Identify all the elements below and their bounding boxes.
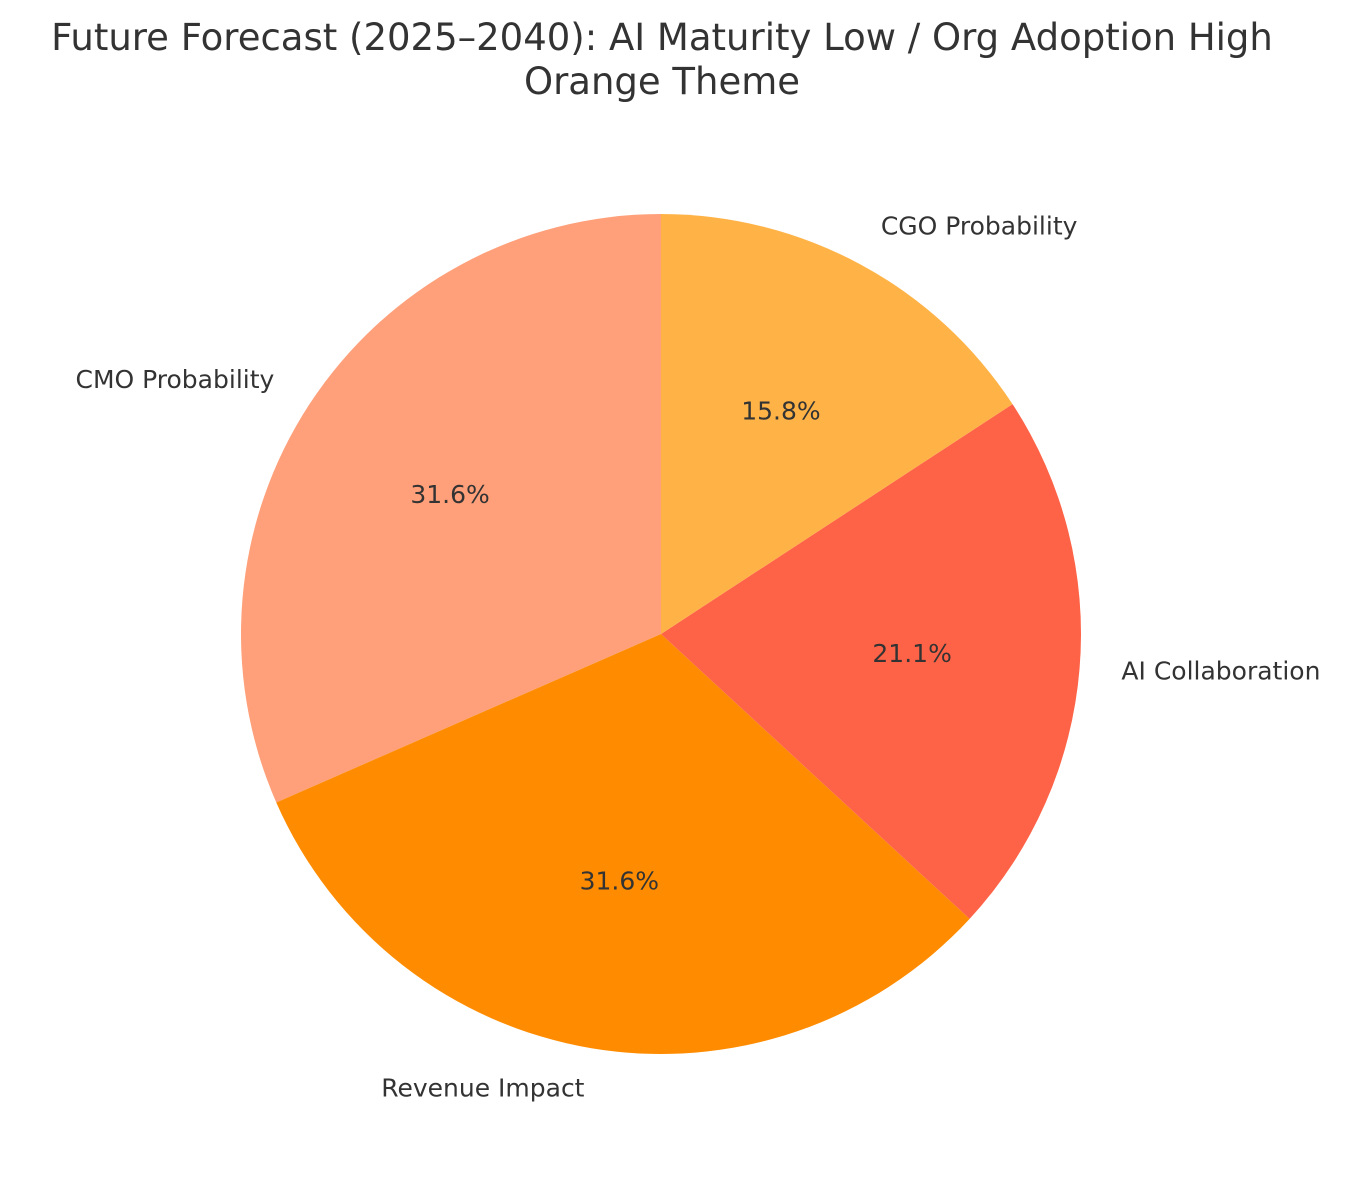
slice-label-2: Revenue Impact [381, 1074, 584, 1103]
chart-title: Future Forecast (2025–2040): AI Maturity… [51, 16, 1273, 59]
slice-pct-label-3: 21.1% [872, 639, 951, 668]
pie-labels: CMO Probability 31.6% Revenue Impact 31.6% A… [76, 212, 1321, 1103]
slice-pct-label-1: 31.6% [410, 480, 489, 509]
slice-label-1: CMO Probability [76, 365, 275, 394]
pie-slice-1 [240, 214, 661, 803]
pie-slice-4 [661, 214, 1013, 634]
chart-subtitle: Orange Theme [524, 60, 800, 103]
pie-slices [240, 214, 1081, 1054]
pie-slice-2 [276, 634, 970, 1054]
slice-pct-label-2: 31.6% [580, 867, 659, 896]
slice-label-4: CGO Probability [881, 212, 1078, 241]
slice-label-3: AI Collaboration [1121, 656, 1320, 685]
slice-pct-label-4: 15.8% [741, 396, 820, 425]
pie-slice-3 [661, 404, 1081, 919]
